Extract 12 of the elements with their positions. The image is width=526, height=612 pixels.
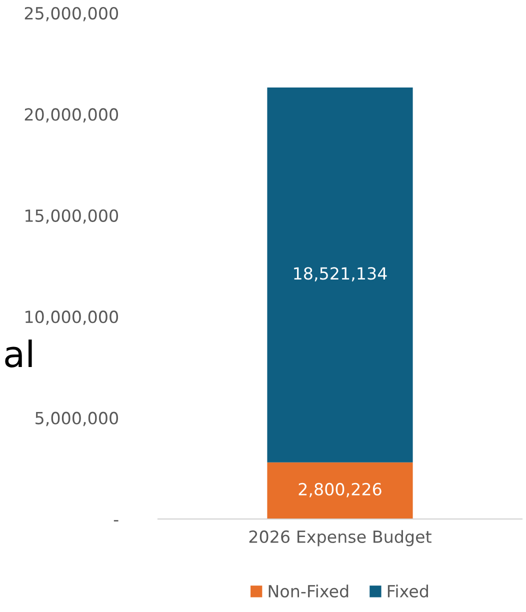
x-tick-label: 2026 Expense Budget (249, 530, 432, 546)
legend-label: Fixed (388, 584, 428, 598)
legend-label: Non-Fixed (268, 584, 348, 598)
data-label: 2,800,226 (298, 482, 382, 498)
y-tick-label: 20,000,000 (24, 108, 118, 122)
y-tick-label: 25,000,000 (24, 6, 118, 22)
data-label: 18,521,134 (294, 267, 387, 282)
y-tick-label: - (114, 520, 118, 522)
y-tick-label: 5,000,000 (36, 412, 118, 426)
y-tick-label: 10,000,000 (26, 310, 118, 325)
y-tick-label: 15,000,000 (26, 209, 118, 224)
text: al (5, 340, 32, 368)
